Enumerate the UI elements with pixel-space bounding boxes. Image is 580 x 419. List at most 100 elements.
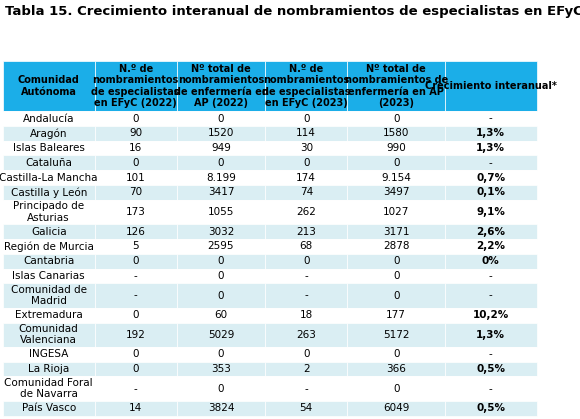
Bar [95, 61, 177, 111]
Bar [265, 239, 347, 254]
Text: Nº total de
nombramientos de
enfermería en AP
(2023): Nº total de nombramientos de enfermería … [345, 64, 448, 108]
Bar [95, 401, 177, 416]
Text: Principado de
Asturias: Principado de Asturias [13, 202, 84, 222]
Bar [3, 155, 95, 170]
Bar [445, 224, 536, 239]
Text: 0,5%: 0,5% [476, 403, 505, 413]
Bar [347, 323, 445, 347]
Text: 1027: 1027 [383, 207, 409, 217]
Bar [177, 111, 265, 126]
Bar [95, 269, 177, 283]
Bar [177, 362, 265, 377]
Bar [445, 170, 536, 185]
Bar [265, 283, 347, 308]
Text: Comunidad de
Madrid: Comunidad de Madrid [10, 285, 87, 306]
Bar [445, 269, 536, 283]
Bar [95, 185, 177, 200]
Text: 0: 0 [393, 114, 400, 124]
Text: -: - [489, 349, 492, 360]
Bar [347, 170, 445, 185]
Text: 3171: 3171 [383, 227, 409, 237]
Text: 0: 0 [132, 349, 139, 360]
Text: INGESA: INGESA [29, 349, 68, 360]
Bar [265, 224, 347, 239]
Text: -: - [304, 384, 308, 394]
Text: 1055: 1055 [208, 207, 234, 217]
Text: 9.154: 9.154 [381, 173, 411, 183]
Text: 0: 0 [218, 290, 224, 300]
Bar [347, 185, 445, 200]
Text: Cantabria: Cantabria [23, 256, 74, 266]
Bar [445, 111, 536, 126]
Text: 0: 0 [218, 384, 224, 394]
Bar [347, 61, 445, 111]
Bar [3, 347, 95, 362]
Text: 0: 0 [393, 290, 400, 300]
Bar [347, 401, 445, 416]
Text: -: - [134, 271, 137, 281]
Bar [265, 185, 347, 200]
Bar [95, 362, 177, 377]
Bar [3, 283, 95, 308]
Bar [265, 362, 347, 377]
Text: -: - [304, 271, 308, 281]
Text: Comunidad Foral
de Navarra: Comunidad Foral de Navarra [5, 378, 93, 399]
Text: 18: 18 [300, 310, 313, 320]
Text: 1520: 1520 [208, 128, 234, 138]
Bar [265, 377, 347, 401]
Bar [265, 61, 347, 111]
Text: 0: 0 [132, 256, 139, 266]
Bar [347, 126, 445, 141]
Bar [177, 377, 265, 401]
Bar [95, 155, 177, 170]
Bar [177, 347, 265, 362]
Bar [95, 377, 177, 401]
Bar [3, 200, 95, 224]
Bar [347, 224, 445, 239]
Text: 0: 0 [218, 349, 224, 360]
Bar [445, 185, 536, 200]
Text: 0: 0 [132, 158, 139, 168]
Text: 1,3%: 1,3% [476, 143, 505, 153]
Text: Cataluña: Cataluña [26, 158, 72, 168]
Text: -: - [489, 384, 492, 394]
Text: 70: 70 [129, 187, 142, 197]
Bar [265, 200, 347, 224]
Bar [265, 401, 347, 416]
Bar [265, 111, 347, 126]
Text: 8.199: 8.199 [206, 173, 236, 183]
Bar [95, 323, 177, 347]
Text: 3032: 3032 [208, 227, 234, 237]
Text: 949: 949 [211, 143, 231, 153]
Bar [445, 254, 536, 269]
Bar [445, 347, 536, 362]
Bar [3, 170, 95, 185]
Bar [445, 61, 536, 111]
Text: 0: 0 [218, 114, 224, 124]
Bar [3, 323, 95, 347]
Text: 2: 2 [303, 364, 310, 374]
Bar [95, 111, 177, 126]
Bar [95, 254, 177, 269]
Text: Andalucía: Andalucía [23, 114, 74, 124]
Bar [3, 61, 95, 111]
Text: 74: 74 [300, 187, 313, 197]
Text: 0: 0 [132, 114, 139, 124]
Text: 1,3%: 1,3% [476, 128, 505, 138]
Bar [445, 141, 536, 155]
Bar [95, 224, 177, 239]
Text: N.º de
nombramientos
de especialistas
en EFyC (2023): N.º de nombramientos de especialistas en… [262, 64, 350, 108]
Text: -: - [489, 271, 492, 281]
Bar [445, 308, 536, 323]
Text: 177: 177 [386, 310, 406, 320]
Text: 101: 101 [126, 173, 146, 183]
Text: 0: 0 [132, 310, 139, 320]
Text: 16: 16 [129, 143, 142, 153]
Bar [177, 200, 265, 224]
Text: 353: 353 [211, 364, 231, 374]
Bar [3, 269, 95, 283]
Text: Castilla-La Mancha: Castilla-La Mancha [0, 173, 98, 183]
Text: 5: 5 [132, 241, 139, 251]
Text: 9,1%: 9,1% [476, 207, 505, 217]
Bar [347, 155, 445, 170]
